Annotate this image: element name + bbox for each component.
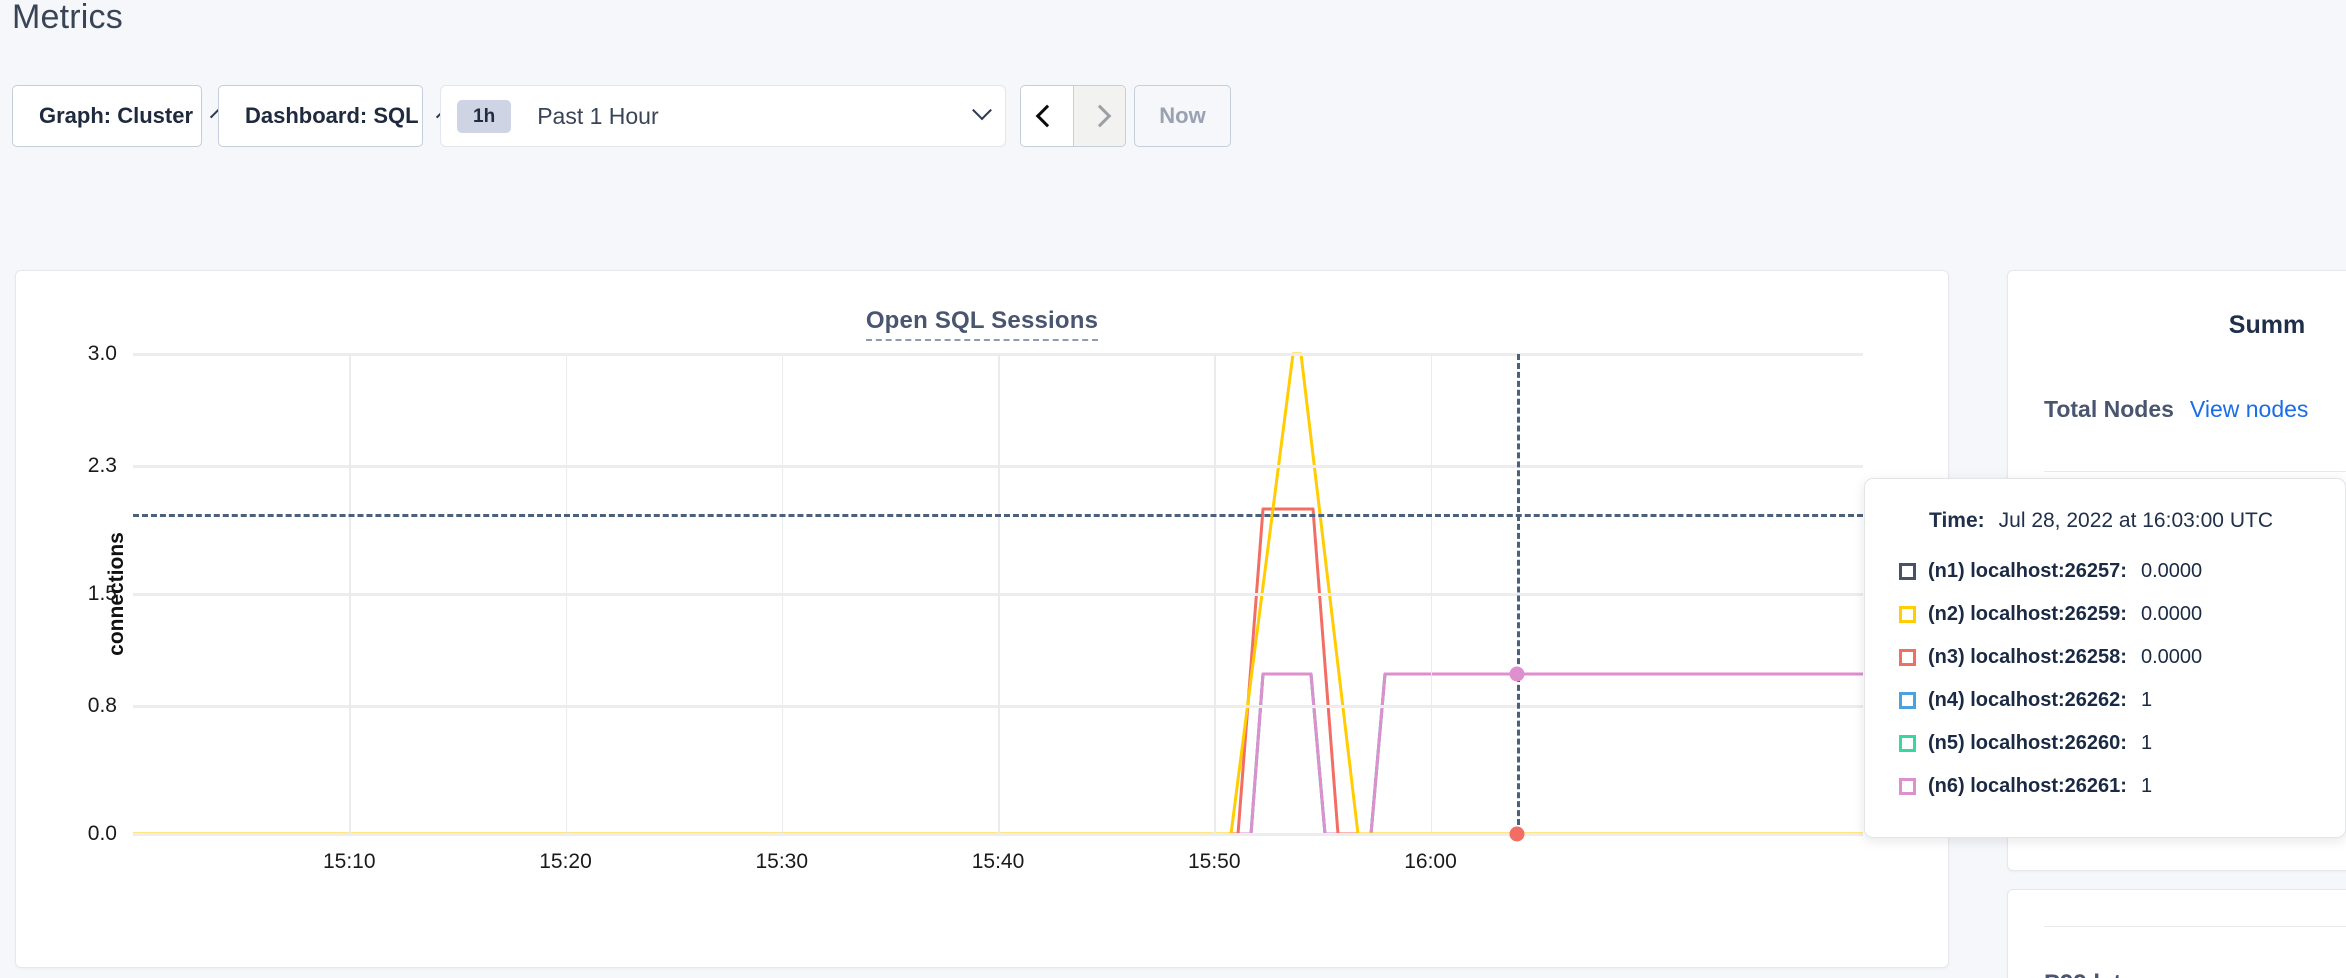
x-axis-tick: 15:10 — [322, 850, 376, 873]
x-gridline — [781, 354, 784, 834]
x-axis-tick: 16:00 — [1404, 850, 1457, 873]
view-nodes-link[interactable]: View nodes — [2189, 396, 2309, 422]
y-gridline — [133, 832, 1863, 836]
page-title: Metrics — [12, 0, 123, 36]
y-axis-tick: 0.8 — [87, 694, 117, 717]
time-next-button — [1073, 86, 1125, 146]
tooltip-row: (n6) localhost:26261: 1 — [1899, 770, 2311, 802]
time-range-pill: 1h — [457, 99, 512, 133]
now-button: Now — [1134, 85, 1231, 147]
tooltip-series-value: 1 — [2140, 731, 2153, 754]
time-prev-button[interactable] — [1021, 86, 1073, 146]
tooltip-series-name: (n6) localhost:26261: — [1928, 774, 2127, 797]
tooltip-series-list: (n1) localhost:26257: 0.0000 (n2) localhos… — [1899, 555, 2311, 802]
hover-dot-n6 — [1509, 666, 1525, 682]
series-color-swatch — [1899, 605, 1916, 623]
tooltip-series-value: 0.0000 — [2140, 602, 2203, 625]
chevron-right-icon — [1088, 104, 1111, 128]
tooltip-time-row: Time: Jul 28, 2022 at 16:03:00 UTC — [1899, 509, 2311, 533]
tooltip-row: (n2) localhost:26259: 0.0000 — [1899, 598, 2311, 630]
chevron-left-icon — [1035, 104, 1059, 128]
y-axis-tick: 2.3 — [87, 454, 117, 477]
total-nodes-label: Total Nodes — [2044, 396, 2174, 422]
graph-dropdown-label: Graph: Cluster — [39, 103, 194, 128]
x-gridline — [1214, 354, 1216, 834]
x-axis-tick: 15:20 — [539, 850, 592, 873]
y-axis-tick: 0.0 — [87, 822, 117, 845]
tooltip-time-label: Time: — [1929, 509, 1985, 532]
time-nav-group — [1020, 85, 1126, 147]
average-reference-line — [133, 514, 1863, 517]
p99-latency-title: P99 latency — [2044, 970, 2176, 978]
time-range-label: Past 1 Hour — [537, 102, 659, 129]
tooltip-series-value: 0.0000 — [2140, 645, 2203, 668]
x-gridline — [349, 354, 351, 834]
series-color-swatch — [1899, 777, 1916, 795]
tooltip-time-value: Jul 28, 2022 at 16:03:00 UTC — [1998, 509, 2273, 532]
chart-title-text[interactable]: Open SQL Sessions — [865, 307, 1099, 341]
time-range-selector[interactable]: 1h Past 1 Hour — [440, 85, 1006, 147]
x-gridline — [1430, 354, 1432, 834]
y-axis-tick: 1.5 — [87, 582, 117, 605]
tooltip-series-name: (n2) localhost:26259: — [1928, 602, 2127, 625]
tooltip-series-value: 0.0000 — [2140, 559, 2203, 582]
open-sql-sessions-card: Open SQL Sessions connections 0.0 0.8 1.5 2… — [15, 270, 1949, 968]
x-axis-tick: 15:30 — [755, 850, 809, 873]
chevron-down-icon — [972, 100, 992, 121]
tooltip-row: (n4) localhost:26262: 1 — [1899, 684, 2311, 716]
crosshair-line — [1517, 354, 1520, 834]
tooltip-row: (n3) localhost:26258: 0.0000 — [1899, 641, 2311, 673]
graph-dropdown[interactable]: Graph: Cluster — [12, 85, 223, 147]
chart-title: Open SQL Sessions — [16, 307, 1948, 341]
total-nodes-row: Total Nodes View nodes — [2044, 396, 2308, 423]
x-axis-tick: 15:50 — [1187, 850, 1241, 873]
x-gridline — [998, 354, 1000, 834]
summary-divider — [2044, 471, 2346, 472]
tooltip-series-value: 1 — [2140, 688, 2153, 711]
series-color-swatch — [1899, 734, 1916, 752]
series-color-swatch — [1899, 691, 1916, 709]
p99-latency-card: P99 latency — [2007, 889, 2346, 978]
x-axis-tick: 15:40 — [971, 850, 1025, 873]
dashboard-dropdown[interactable]: Dashboard: SQL — [218, 85, 448, 147]
dashboard-dropdown-label: Dashboard: SQL — [245, 103, 419, 128]
tooltip-row: (n5) localhost:26260: 1 — [1899, 727, 2311, 759]
y-axis-tick: 3.0 — [87, 342, 117, 365]
tooltip-series-name: (n1) localhost:26257: — [1928, 559, 2127, 582]
hover-dot-n3 — [1509, 826, 1525, 842]
tooltip-series-name: (n4) localhost:26262: — [1928, 688, 2127, 711]
chart-plot-area[interactable]: connections 0.0 0.8 1.5 2.3 3.0 15:10 15:20 15:… — [88, 342, 1863, 873]
summary-title: Summ — [2228, 311, 2306, 339]
series-color-swatch — [1899, 562, 1916, 580]
latency-divider — [2044, 926, 2346, 927]
tooltip-series-value: 1 — [2140, 774, 2153, 797]
chart-tooltip: Time: Jul 28, 2022 at 16:03:00 UTC (n1) … — [1864, 478, 2346, 838]
tooltip-row: (n1) localhost:26257: 0.0000 — [1899, 555, 2311, 587]
series-color-swatch — [1899, 648, 1916, 666]
tooltip-series-name: (n5) localhost:26260: — [1928, 731, 2127, 754]
tooltip-series-name: (n3) localhost:26258: — [1928, 645, 2127, 668]
x-gridline — [565, 354, 567, 834]
